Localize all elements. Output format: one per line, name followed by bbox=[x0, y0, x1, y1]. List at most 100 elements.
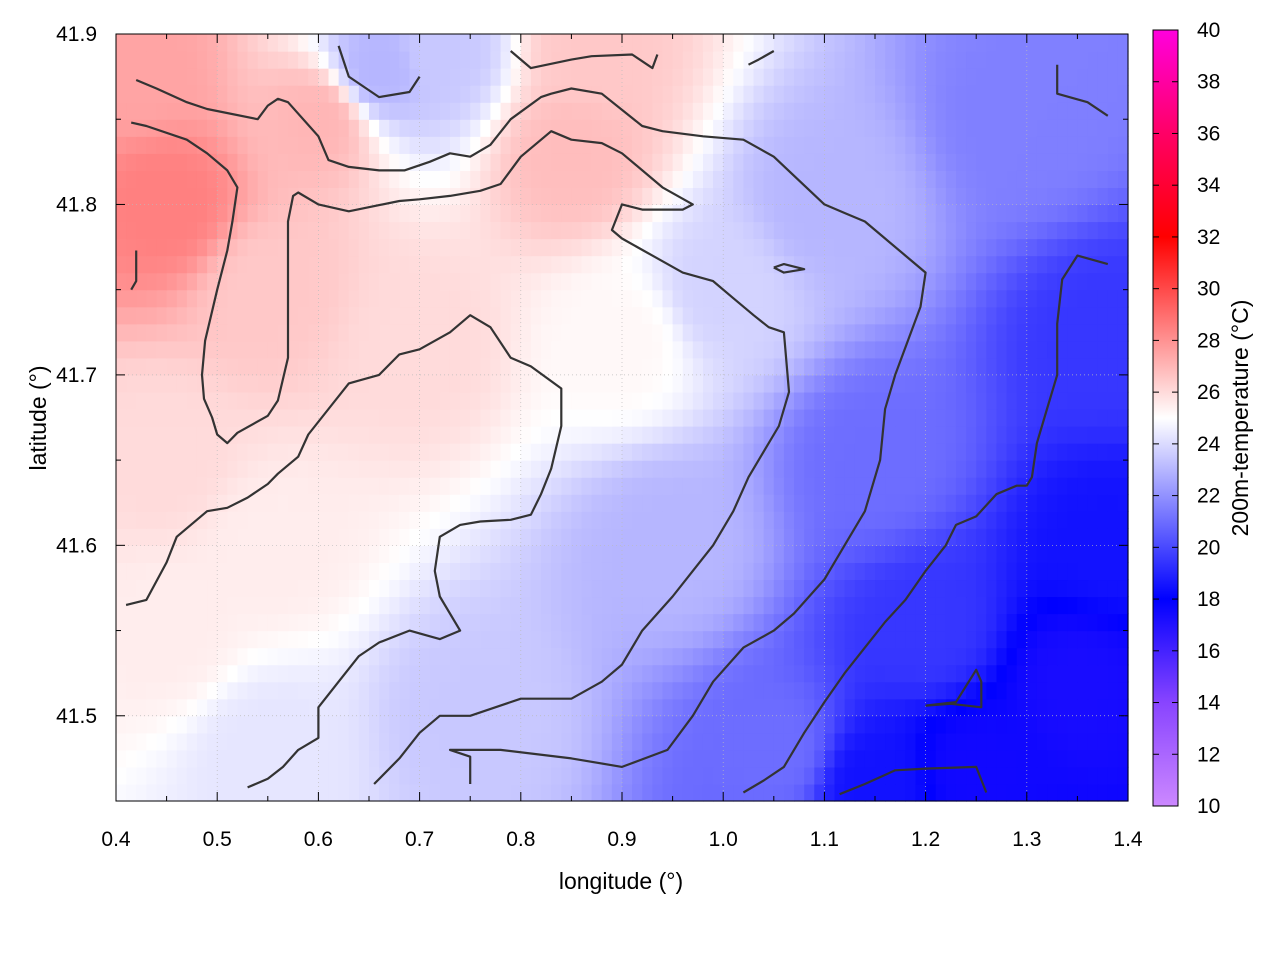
heatmap-cell bbox=[945, 408, 957, 427]
heatmap-cell bbox=[541, 766, 552, 785]
heatmap-cell bbox=[156, 221, 168, 240]
heatmap-cell bbox=[196, 68, 208, 86]
heatmap-cell bbox=[247, 187, 259, 206]
heatmap-cell bbox=[1036, 698, 1048, 717]
y-tick-label: 41.8 bbox=[56, 193, 97, 216]
heatmap-cell bbox=[1117, 187, 1129, 206]
heatmap-cell bbox=[358, 136, 370, 154]
heatmap-cell bbox=[146, 306, 158, 325]
heatmap-cell bbox=[581, 766, 593, 785]
heatmap-cell bbox=[520, 136, 532, 154]
heatmap-cell bbox=[1107, 323, 1119, 342]
heatmap-cell bbox=[925, 136, 937, 154]
heatmap-cell bbox=[794, 443, 805, 461]
heatmap-cell bbox=[794, 477, 805, 495]
heatmap-cell bbox=[1036, 238, 1048, 257]
heatmap-cell bbox=[490, 170, 502, 188]
heatmap-cell bbox=[652, 85, 664, 103]
heatmap-cell bbox=[1117, 647, 1129, 666]
heatmap-cell bbox=[298, 698, 309, 717]
heatmap-cell bbox=[763, 511, 775, 529]
heatmap-cell bbox=[146, 323, 158, 342]
heatmap-cell bbox=[733, 596, 745, 615]
heatmap-cell bbox=[470, 443, 481, 461]
heatmap-cell bbox=[358, 153, 370, 171]
heatmap-cell bbox=[783, 187, 795, 206]
heatmap-cell bbox=[864, 408, 876, 427]
heatmap-cell bbox=[419, 238, 431, 257]
heatmap-cell bbox=[196, 494, 208, 512]
heatmap-cell bbox=[186, 408, 198, 427]
heatmap-cell bbox=[824, 715, 836, 734]
heatmap-cell bbox=[783, 204, 795, 223]
heatmap-cell bbox=[429, 408, 441, 427]
heatmap-cell bbox=[561, 715, 572, 734]
heatmap-cell bbox=[551, 511, 562, 529]
heatmap-cell bbox=[966, 647, 977, 666]
heatmap-cell bbox=[773, 443, 785, 461]
heatmap-cell bbox=[288, 783, 299, 802]
heatmap-cell bbox=[561, 136, 572, 154]
heatmap-cell bbox=[530, 545, 542, 563]
heatmap-cell bbox=[217, 443, 228, 461]
heatmap-cell bbox=[237, 238, 249, 257]
heatmap-cell bbox=[824, 528, 836, 546]
heatmap-cell bbox=[470, 766, 481, 785]
heatmap-cell bbox=[622, 85, 633, 103]
heatmap-cell bbox=[429, 255, 441, 274]
heatmap-cell bbox=[358, 170, 370, 188]
heatmap-cell bbox=[126, 766, 137, 785]
heatmap-cell bbox=[864, 272, 876, 291]
heatmap-cell bbox=[510, 562, 522, 581]
heatmap-cell bbox=[1057, 596, 1068, 615]
heatmap-cell bbox=[753, 187, 765, 206]
heatmap-cell bbox=[510, 443, 522, 461]
heatmap-cell bbox=[399, 374, 411, 393]
heatmap-cell bbox=[966, 698, 977, 717]
heatmap-cell bbox=[409, 187, 421, 206]
heatmap-cell bbox=[541, 119, 552, 137]
heatmap-cell bbox=[419, 306, 431, 325]
heatmap-cell bbox=[632, 102, 643, 120]
heatmap-cell bbox=[348, 630, 360, 649]
heatmap-cell bbox=[672, 494, 684, 512]
heatmap-cell bbox=[642, 698, 653, 717]
heatmap-cell bbox=[1047, 460, 1058, 478]
heatmap-cell bbox=[723, 374, 734, 393]
heatmap-cell bbox=[460, 187, 471, 206]
heatmap-cell bbox=[490, 204, 502, 223]
heatmap-cell bbox=[490, 613, 502, 632]
heatmap-cell bbox=[166, 136, 178, 154]
heatmap-cell bbox=[804, 255, 815, 274]
heatmap-cell bbox=[399, 579, 411, 598]
heatmap-cell bbox=[358, 204, 370, 223]
x-tick-label: 0.5 bbox=[203, 828, 232, 851]
heatmap-cell bbox=[824, 170, 836, 188]
heatmap-cell bbox=[1047, 136, 1058, 154]
heatmap-cell bbox=[986, 119, 998, 137]
heatmap-cell bbox=[298, 85, 309, 103]
heatmap-cell bbox=[1097, 391, 1109, 410]
heatmap-cell bbox=[571, 221, 583, 240]
heatmap-cell bbox=[662, 340, 674, 359]
heatmap-cell bbox=[166, 732, 178, 751]
heatmap-cell bbox=[328, 749, 340, 768]
heatmap-cell bbox=[1036, 68, 1048, 86]
heatmap-cell bbox=[905, 749, 917, 768]
heatmap-cell bbox=[571, 528, 583, 546]
heatmap-cell bbox=[318, 562, 330, 581]
heatmap-cell bbox=[196, 545, 208, 563]
heatmap-cell bbox=[935, 698, 947, 717]
heatmap-cell bbox=[601, 783, 613, 802]
heatmap-cell bbox=[581, 426, 593, 444]
heatmap-cell bbox=[773, 596, 785, 615]
heatmap-cell bbox=[490, 494, 502, 512]
heatmap-cell bbox=[1067, 323, 1078, 342]
heatmap-cell bbox=[723, 528, 734, 546]
heatmap-cell bbox=[996, 85, 1008, 103]
heatmap-cell bbox=[642, 494, 653, 512]
heatmap-cell bbox=[429, 613, 441, 632]
heatmap-cell bbox=[905, 443, 917, 461]
heatmap-cell bbox=[348, 477, 360, 495]
heatmap-cell bbox=[733, 102, 745, 120]
